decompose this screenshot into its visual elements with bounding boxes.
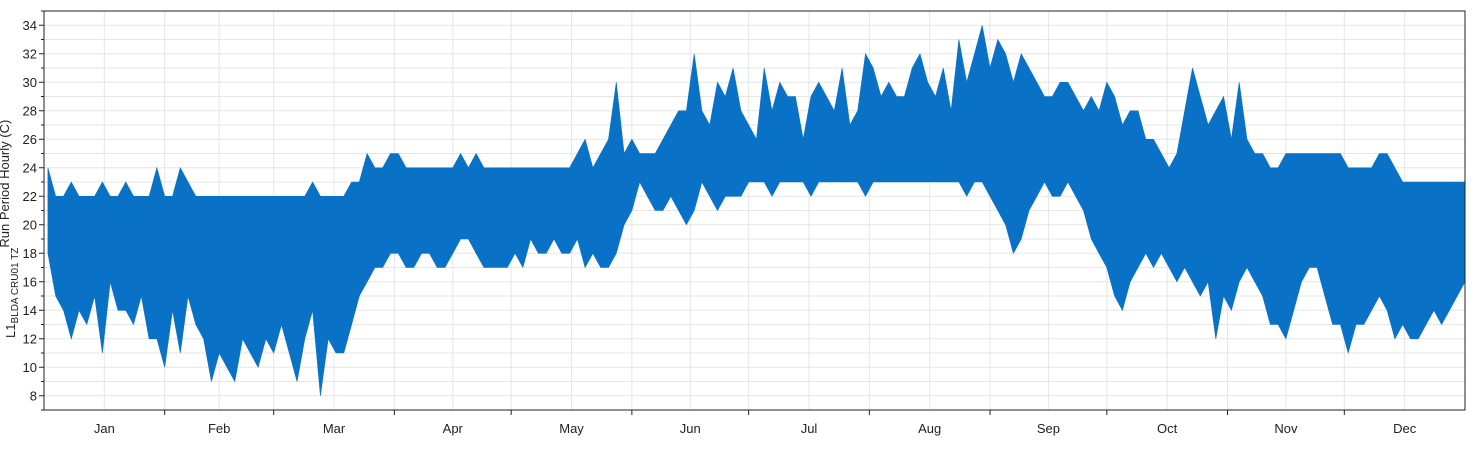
y-tick-label: 14 [23, 303, 37, 318]
x-axis: Jan Feb Mar Apr May Jun Jul Aug Sep Oct Nov Dec [94, 410, 1417, 436]
x-tick-label: Mar [323, 421, 346, 436]
x-tick-label: Sep [1037, 421, 1060, 436]
y-tick-label: 12 [23, 331, 37, 346]
x-tick-label: Jul [801, 421, 818, 436]
x-tick-label: May [559, 421, 584, 436]
x-tick-label: Feb [208, 421, 230, 436]
y-tick-label: 8 [30, 388, 37, 403]
x-tick-label: Jan [94, 421, 115, 436]
y-axis-label-superscript: Run Period Hourly (C) [0, 120, 12, 248]
y-tick-label: 28 [23, 103, 37, 118]
x-tick-label: Oct [1157, 421, 1178, 436]
y-tick-label: 18 [23, 246, 37, 261]
x-tick-label: Apr [443, 421, 464, 436]
y-tick-label: 26 [23, 132, 37, 147]
y-axis-label: L1BLDA CRU01 TZRun Period Hourly (C) [0, 120, 21, 338]
y-axis-label-prefix: L1 [3, 324, 18, 338]
y-tick-label: 30 [23, 75, 37, 90]
y-axis-label-subscript: BLDA CRU01 TZ [10, 248, 21, 324]
x-tick-label: Aug [918, 421, 941, 436]
y-tick-label: 24 [23, 160, 37, 175]
y-tick-label: 34 [23, 18, 37, 33]
x-tick-label: Nov [1274, 421, 1298, 436]
y-axis: 8 10 12 14 16 18 20 22 24 26 28 30 32 34 [23, 10, 44, 411]
x-tick-label: Jun [680, 421, 701, 436]
y-tick-label: 10 [23, 360, 37, 375]
y-tick-label: 20 [23, 217, 37, 232]
y-tick-label: 22 [23, 189, 37, 204]
y-tick-label: 16 [23, 274, 37, 289]
x-tick-label: Dec [1393, 421, 1417, 436]
y-tick-label: 32 [23, 46, 37, 61]
